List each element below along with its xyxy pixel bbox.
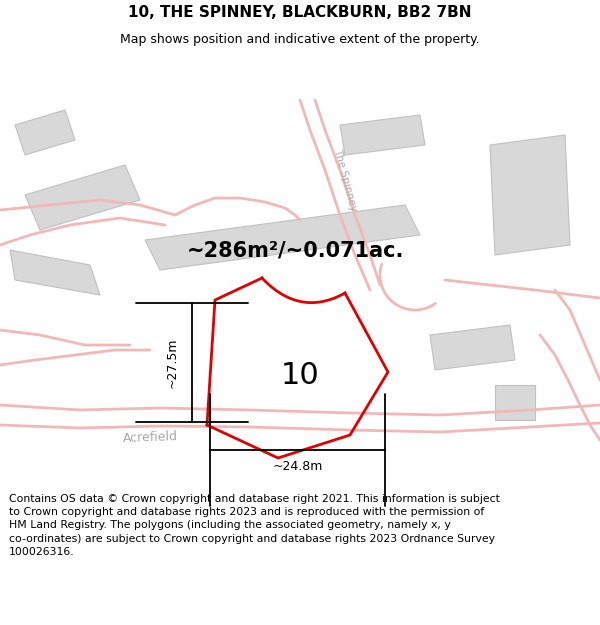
Text: The Spinney: The Spinney bbox=[332, 148, 358, 213]
Text: Map shows position and indicative extent of the property.: Map shows position and indicative extent… bbox=[120, 32, 480, 46]
Polygon shape bbox=[15, 110, 75, 155]
Polygon shape bbox=[145, 205, 420, 270]
Polygon shape bbox=[430, 325, 515, 370]
Text: 10: 10 bbox=[281, 361, 319, 389]
Polygon shape bbox=[495, 385, 535, 420]
Text: Contains OS data © Crown copyright and database right 2021. This information is : Contains OS data © Crown copyright and d… bbox=[9, 494, 500, 557]
Text: Acrefield: Acrefield bbox=[122, 431, 178, 446]
Polygon shape bbox=[25, 165, 140, 230]
Polygon shape bbox=[490, 135, 570, 255]
Polygon shape bbox=[340, 115, 425, 155]
Text: ~27.5m: ~27.5m bbox=[166, 338, 179, 388]
Text: ~286m²/~0.071ac.: ~286m²/~0.071ac. bbox=[187, 240, 404, 260]
Text: ~24.8m: ~24.8m bbox=[272, 459, 323, 472]
Polygon shape bbox=[10, 250, 100, 295]
Text: 10, THE SPINNEY, BLACKBURN, BB2 7BN: 10, THE SPINNEY, BLACKBURN, BB2 7BN bbox=[128, 5, 472, 20]
